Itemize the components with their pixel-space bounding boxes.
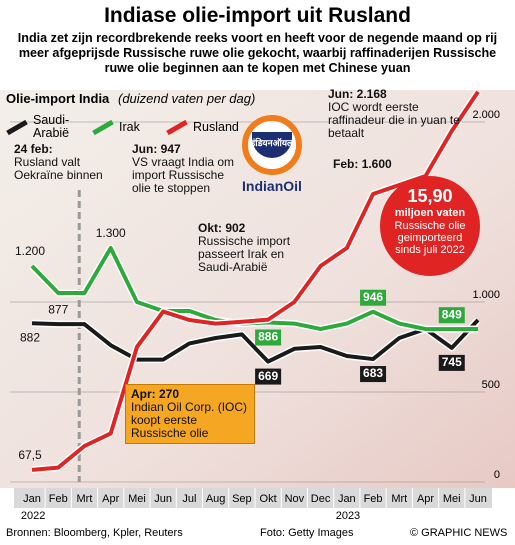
data-label: 882 [20,330,40,344]
annotation-head: Apr: 270 [131,387,180,401]
legend-label: Rusland [193,119,239,134]
x-tick-label: Mrt [77,493,93,505]
x-tick-label: Jul [182,493,196,505]
annotation: Okt: 902 Russische import passeert Irak e… [198,222,303,274]
annotation-text: IOC wordt eerste raffinadeur die in yuan… [328,100,460,140]
x-tick-label: Mei [128,493,146,505]
x-tick-label: Nov [285,493,305,505]
annotation: Feb: 1.600 [333,158,423,171]
legend-label: Irak [119,119,140,134]
data-label: 1.300 [96,226,126,240]
series-line [31,318,480,364]
x-tick-label: Feb [49,493,68,505]
y-tick-label: 1.000 [472,289,500,301]
x-tick-label: Sep [232,493,252,505]
legend-swatch [6,119,28,135]
annotation: Jun: 947 VS vraagt India om import Russis… [132,143,240,195]
annotation-text: Russische import passeert Irak en Saudi-… [198,234,291,274]
logo-ring: इंडियनऑयल [242,115,302,175]
x-tick-label: Aug [206,493,226,505]
data-label: 886 [258,330,278,344]
legend-swatch [92,119,114,135]
data-label-box [360,289,387,306]
annotation-head: Jun: 947 [132,142,181,156]
credit: © GRAPHIC NEWS [410,527,508,539]
year-label: 2023 [336,510,360,522]
data-label-box [360,366,387,383]
annotation-head: Jun: 2.168 [328,87,387,101]
data-label-box [438,354,465,371]
callout-value: 15,90 [407,186,453,206]
y-label: Olie-import India [6,91,110,106]
data-label: 67,5 [18,448,42,462]
annotation-head: 24 feb: [14,142,53,156]
y-unit: (duizend vaten per dag) [118,91,256,106]
legend-item: Saudi-Arabië [6,113,77,141]
legend-label: Saudi-Arabië [33,113,70,140]
data-label: 683 [363,366,383,380]
x-axis-band [14,488,492,508]
y-tick-label: 500 [482,379,500,391]
data-label: 669 [258,369,278,383]
data-label-box [255,329,282,346]
data-label: 946 [363,290,383,304]
annotation-head: Feb: 1.600 [333,157,392,171]
x-tick-label: Mei [443,493,461,505]
data-label: 745 [442,355,462,369]
callout-unit: miljoen vaten [394,207,466,219]
data-label: 849 [442,307,462,321]
x-tick-label: Dec [311,493,331,505]
annotation-box: Apr: 270 Indian Oil Corp. (IOC) koopt eer… [125,384,255,444]
annotation-head: Okt: 902 [198,221,246,235]
y-tick-label: 2.000 [472,109,500,121]
data-label: 877 [48,302,68,316]
annotation: 24 feb: Rusland valt Oekraïne binnen [14,143,119,182]
photo-credit: Foto: Getty Images [260,527,354,539]
callout: 15,90 miljoen vaten Russische olie geimp… [380,176,480,276]
data-label-box [438,307,465,324]
annotation: Jun: 2.168 IOC wordt eerste raffinadeur d… [328,88,468,140]
annotation-text: Rusland valt Oekraïne binnen [14,155,103,182]
x-tick-label: Feb [364,493,383,505]
legend-item: Rusland [166,113,239,141]
annotation-text: Indian Oil Corp. (IOC) koopt eerste Russ… [131,400,248,440]
callout-text: Russische olie geimporteerd sinds juli 2… [394,220,466,256]
logo-script: इंडियनऑयल [250,138,294,148]
x-tick-label: Mrt [391,493,407,505]
x-tick-label: Jun [469,493,487,505]
data-label: 1.200 [15,244,45,258]
x-tick-label: Jan [338,493,356,505]
x-tick-label: Apr [102,493,119,505]
logo-name: IndianOil [242,178,302,194]
x-tick-label: Apr [417,493,434,505]
x-tick-label: Okt [260,493,277,505]
x-tick-label: Jun [154,493,172,505]
data-label-box [255,368,282,385]
year-label: 2022 [21,510,45,522]
legend-item: Irak [92,113,140,141]
subtitle: India zet zijn recordbrekende reeks voor… [17,31,498,75]
y-tick-label: 0 [494,469,500,481]
title: Indiase olie-import uit Rusland [104,4,411,27]
x-tick-label: Jan [23,493,41,505]
annotation-text: VS vraagt India om import Russische olie… [132,155,235,195]
legend-swatch [166,119,188,135]
sources: Bronnen: Bloomberg, Kpler, Reuters [6,527,183,539]
